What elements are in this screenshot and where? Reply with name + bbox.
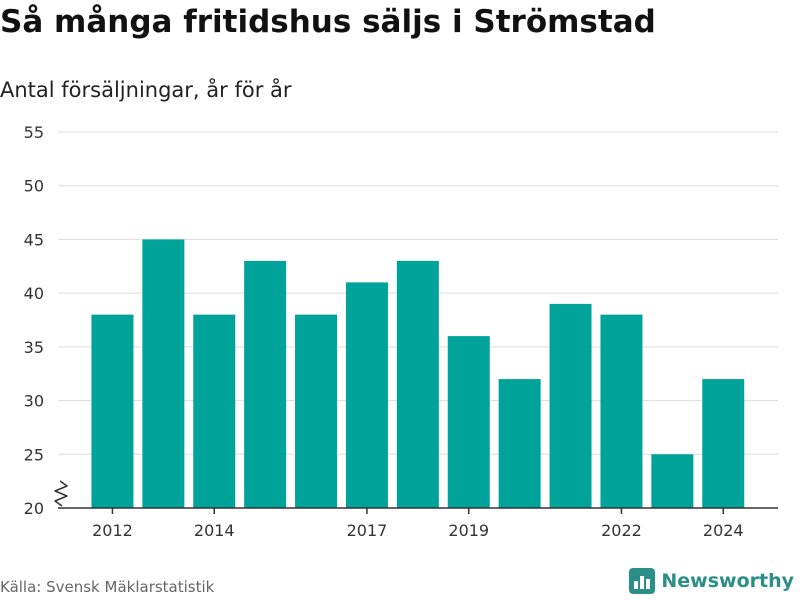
y-tick-label: 45 bbox=[24, 230, 44, 249]
x-tick-label: 2022 bbox=[601, 521, 642, 540]
y-tick-label: 55 bbox=[24, 123, 44, 142]
bar-chart: 20 25 30 35 40 45 50 55 2012 2014 2017 2019 2022 202… bbox=[24, 123, 778, 540]
bar-chart-logo-icon bbox=[629, 568, 656, 594]
y-tick-label: 30 bbox=[24, 392, 44, 411]
brand-name: Newsworthy bbox=[661, 570, 794, 592]
bars bbox=[91, 239, 745, 508]
bar bbox=[396, 260, 439, 508]
x-axis bbox=[54, 480, 778, 509]
y-tick-label: 40 bbox=[24, 284, 44, 303]
x-tick-label: 2012 bbox=[92, 521, 133, 540]
bar bbox=[498, 379, 541, 508]
source-note: Källa: Svensk Mäklarstatistik bbox=[0, 578, 215, 596]
bar bbox=[244, 260, 287, 508]
axis-break-icon bbox=[54, 480, 68, 507]
bar bbox=[651, 454, 694, 508]
chart-subtitle: Antal försäljningar, år för år bbox=[0, 78, 292, 102]
x-tick-label: 2019 bbox=[448, 521, 489, 540]
bar bbox=[345, 282, 388, 508]
bar bbox=[295, 314, 338, 508]
y-tick-label: 25 bbox=[24, 445, 44, 464]
brand-logo: Newsworthy bbox=[629, 568, 794, 594]
bar bbox=[91, 314, 134, 508]
bar bbox=[447, 336, 490, 508]
bar bbox=[142, 239, 185, 508]
x-tick-label: 2024 bbox=[703, 521, 744, 540]
bar bbox=[600, 314, 643, 508]
x-axis-ticks: 2012 2014 2017 2019 2022 2024 bbox=[92, 508, 744, 540]
x-tick-label: 2014 bbox=[194, 521, 235, 540]
y-tick-label: 20 bbox=[24, 499, 44, 518]
y-tick-label: 50 bbox=[24, 177, 44, 196]
y-tick-label: 35 bbox=[24, 338, 44, 357]
bar bbox=[702, 379, 745, 508]
bar bbox=[193, 314, 236, 508]
x-tick-label: 2017 bbox=[347, 521, 388, 540]
y-axis-ticks: 20 25 30 35 40 45 50 55 bbox=[24, 123, 44, 518]
chart-title: Så många fritidshus säljs i Strömstad bbox=[0, 4, 656, 40]
bar bbox=[549, 303, 592, 508]
